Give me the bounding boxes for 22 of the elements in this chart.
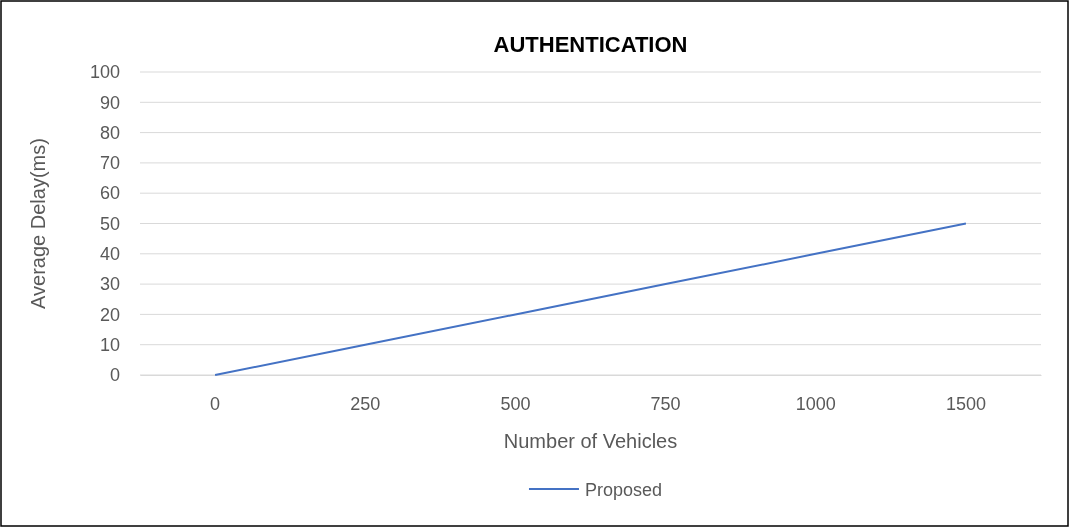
y-tick-label: 20 (99, 304, 120, 325)
y-axis-title: Average Delay(ms) (27, 138, 49, 309)
y-tick-label: 10 (99, 334, 120, 355)
x-axis-title: Number of Vehicles (503, 430, 678, 452)
y-tick-label: 90 (99, 92, 120, 113)
y-tick-label: 40 (99, 244, 120, 265)
line-series (214, 222, 967, 376)
chart-title: AUTHENTICATION (493, 32, 688, 57)
y-tick-label: 50 (99, 213, 120, 234)
y-tick-label: 100 (89, 62, 120, 83)
x-tick-label: 750 (650, 393, 681, 414)
x-tick-label: 500 (500, 393, 531, 414)
x-tick-label: 1000 (795, 393, 836, 414)
y-tick-label: 0 (109, 365, 120, 386)
y-tick-label: 30 (99, 274, 120, 295)
x-tick-label: 1500 (945, 393, 986, 414)
legend-label: Proposed (584, 480, 663, 500)
x-tick-label: 250 (350, 393, 381, 414)
x-tick-label: 0 (210, 393, 221, 414)
y-tick-label: 60 (99, 183, 120, 204)
y-tick-label: 80 (99, 122, 120, 143)
y-tick-label: 70 (99, 153, 120, 174)
